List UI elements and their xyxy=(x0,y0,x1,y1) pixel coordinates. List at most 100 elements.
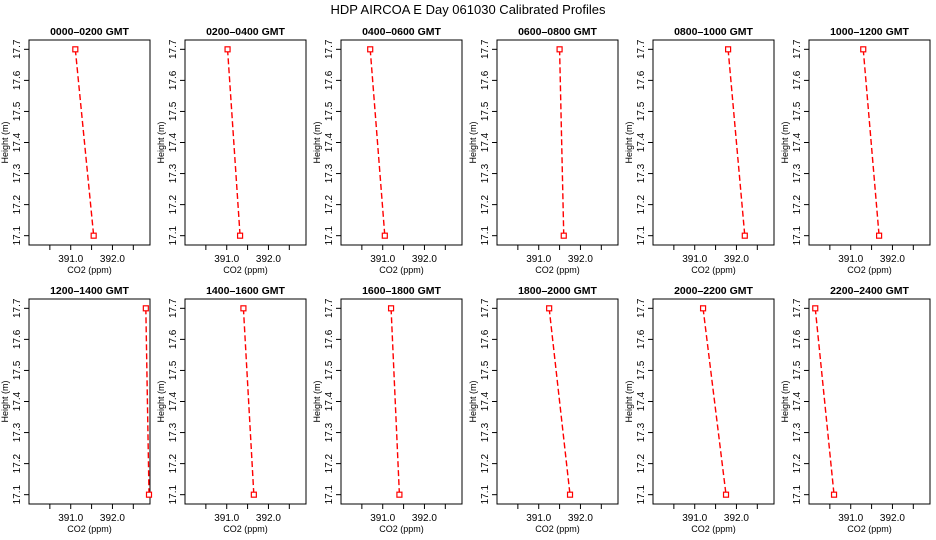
y-tick-label: 17.6 xyxy=(792,329,803,349)
x-axis-title: CO2 (ppm) xyxy=(379,524,424,534)
y-tick-label: 17.3 xyxy=(324,422,335,442)
y-tick-label: 17.2 xyxy=(792,194,803,214)
y-tick-label: 17.6 xyxy=(168,329,179,349)
plot-frame xyxy=(808,298,931,505)
y-tick-label: 17.2 xyxy=(12,453,23,473)
y-tick-label: 17.5 xyxy=(636,360,647,380)
y-tick-label: 17.5 xyxy=(480,360,491,380)
x-tick-label: 392.0 xyxy=(568,513,593,524)
y-tick-label: 17.7 xyxy=(480,39,491,59)
data-point xyxy=(560,232,567,239)
data-point xyxy=(240,305,247,312)
x-tick-label: 391.0 xyxy=(370,513,395,524)
profile-line xyxy=(390,308,401,495)
y-tick-label: 17.7 xyxy=(636,298,647,318)
data-point xyxy=(142,305,149,312)
panel-title: 0800–1000 GMT xyxy=(674,26,753,38)
y-axis-title: Height (m) xyxy=(312,121,322,163)
data-point xyxy=(250,491,257,498)
y-axis-title: Height (m) xyxy=(624,380,634,422)
panel-title: 1400–1600 GMT xyxy=(206,285,285,297)
y-tick-label: 17.7 xyxy=(12,298,23,318)
figure-title: HDP AIRCOA E Day 061030 Calibrated Profi… xyxy=(330,2,606,17)
plot-frame xyxy=(184,298,307,505)
y-tick-label: 17.1 xyxy=(12,485,23,505)
x-tick-label: 392.0 xyxy=(412,513,437,524)
x-axis-title: CO2 (ppm) xyxy=(535,265,580,275)
y-tick-label: 17.1 xyxy=(636,485,647,505)
plot-frame xyxy=(652,39,775,246)
y-tick-label: 17.5 xyxy=(324,360,335,380)
data-point xyxy=(725,46,732,53)
x-tick-label: 392.0 xyxy=(880,254,905,265)
y-tick-label: 17.4 xyxy=(792,132,803,152)
y-tick-label: 17.6 xyxy=(480,329,491,349)
x-axis-title: CO2 (ppm) xyxy=(847,524,892,534)
x-axis-title: CO2 (ppm) xyxy=(691,524,736,534)
data-point xyxy=(741,232,748,239)
panel-title: 0600–0800 GMT xyxy=(518,26,597,38)
y-axis-title: Height (m) xyxy=(0,121,10,163)
y-tick-label: 17.7 xyxy=(636,39,647,59)
data-point xyxy=(699,305,707,312)
y-tick-label: 17.4 xyxy=(636,391,647,411)
plot-frame xyxy=(496,39,619,246)
data-point xyxy=(72,46,79,53)
panel-title: 1600–1800 GMT xyxy=(362,285,441,297)
x-tick-label: 392.0 xyxy=(724,254,749,265)
y-tick-label: 17.4 xyxy=(168,132,179,152)
y-tick-label: 17.4 xyxy=(792,391,803,411)
x-tick-label: 392.0 xyxy=(412,254,437,265)
y-tick-label: 17.6 xyxy=(12,329,23,349)
y-axis-title: Height (m) xyxy=(780,380,790,422)
y-tick-label: 17.5 xyxy=(168,360,179,380)
y-tick-label: 17.3 xyxy=(12,163,23,183)
y-tick-label: 17.3 xyxy=(480,422,491,442)
profile-line xyxy=(369,49,386,236)
plot-frame xyxy=(496,298,619,505)
y-tick-label: 17.2 xyxy=(168,194,179,214)
y-tick-label: 17.2 xyxy=(12,194,23,214)
y-axis-title: Height (m) xyxy=(624,121,634,163)
y-axis-title: Height (m) xyxy=(0,380,10,422)
y-tick-label: 17.7 xyxy=(168,298,179,318)
data-point xyxy=(145,491,153,498)
plot-frame xyxy=(652,298,775,505)
data-point xyxy=(860,46,867,53)
y-axis-title: Height (m) xyxy=(468,380,478,422)
y-tick-label: 17.1 xyxy=(480,226,491,246)
data-point xyxy=(875,232,883,239)
y-tick-label: 17.3 xyxy=(636,422,647,442)
y-tick-label: 17.4 xyxy=(480,132,491,152)
panel-title: 1200–1400 GMT xyxy=(50,285,129,297)
plot-frame xyxy=(808,39,931,246)
profile-line xyxy=(558,49,565,236)
panel-title: 1800–2000 GMT xyxy=(518,285,597,297)
x-axis-title: CO2 (ppm) xyxy=(691,265,736,275)
data-point xyxy=(722,491,730,498)
data-point xyxy=(556,46,563,53)
x-tick-label: 392.0 xyxy=(880,513,905,524)
panel-title: 0000–0200 GMT xyxy=(50,26,129,38)
y-tick-label: 17.5 xyxy=(12,360,23,380)
y-tick-label: 17.5 xyxy=(636,101,647,121)
x-tick-label: 391.0 xyxy=(526,513,551,524)
x-tick-label: 391.0 xyxy=(838,513,863,524)
x-tick-label: 392.0 xyxy=(256,513,281,524)
y-tick-label: 17.6 xyxy=(324,70,335,90)
profile-line xyxy=(242,308,255,495)
y-tick-label: 17.6 xyxy=(12,70,23,90)
y-axis-title: Height (m) xyxy=(780,121,790,163)
y-tick-label: 17.2 xyxy=(324,453,335,473)
x-axis-title: CO2 (ppm) xyxy=(847,265,892,275)
profile-line xyxy=(145,308,150,495)
panel-title: 1000–1200 GMT xyxy=(830,26,909,38)
panel-title: 0200–0400 GMT xyxy=(206,26,285,38)
plot-frame xyxy=(28,39,151,246)
y-tick-label: 17.7 xyxy=(324,39,335,59)
